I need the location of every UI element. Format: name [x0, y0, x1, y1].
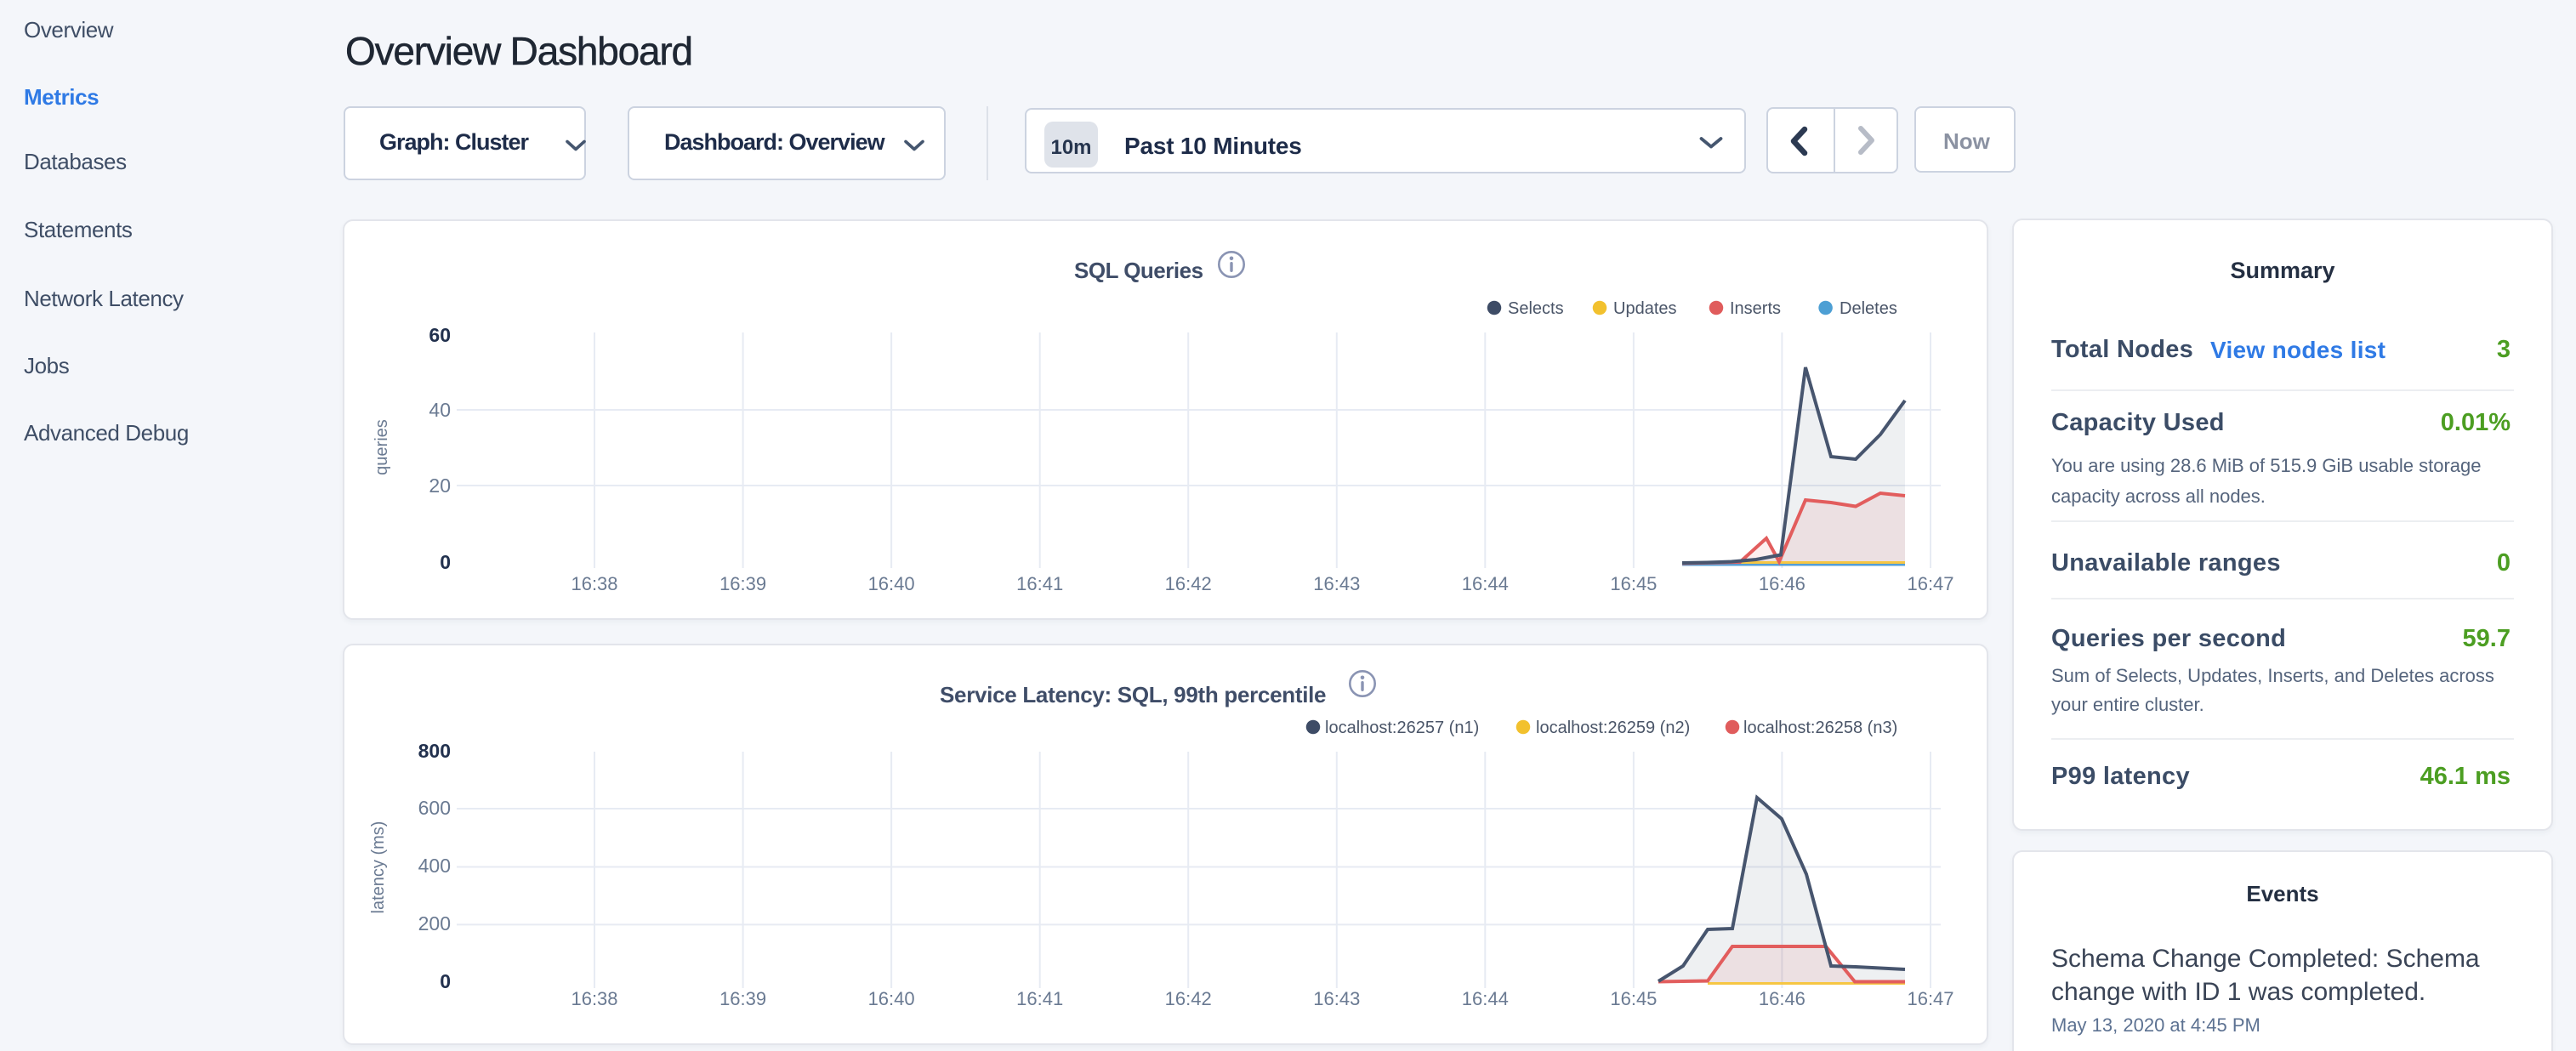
svg-text:Deletes: Deletes — [1840, 299, 1897, 318]
svg-text:16:39: 16:39 — [719, 573, 766, 594]
svg-text:16:43: 16:43 — [1313, 573, 1360, 594]
svg-text:Inserts: Inserts — [1730, 299, 1781, 318]
svg-text:800: 800 — [418, 740, 451, 762]
svg-text:16:44: 16:44 — [1462, 573, 1509, 594]
svg-text:Updates: Updates — [1613, 299, 1677, 318]
svg-text:400: 400 — [418, 855, 451, 877]
svg-text:Selects: Selects — [1508, 299, 1564, 318]
svg-text:200: 200 — [418, 912, 451, 935]
svg-text:16:40: 16:40 — [868, 988, 915, 1009]
svg-text:16:41: 16:41 — [1016, 573, 1063, 594]
svg-text:16:43: 16:43 — [1313, 988, 1360, 1009]
svg-text:16:41: 16:41 — [1016, 988, 1063, 1009]
svg-text:16:38: 16:38 — [571, 573, 617, 594]
svg-text:0: 0 — [440, 970, 451, 992]
svg-text:16:39: 16:39 — [719, 988, 766, 1009]
svg-text:16:42: 16:42 — [1165, 573, 1212, 594]
svg-text:600: 600 — [418, 797, 451, 819]
svg-text:latency (ms): latency (ms) — [369, 821, 388, 914]
svg-text:localhost:26257 (n1): localhost:26257 (n1) — [1325, 719, 1479, 737]
svg-text:16:46: 16:46 — [1759, 988, 1805, 1009]
svg-text:localhost:26259 (n2): localhost:26259 (n2) — [1536, 719, 1690, 737]
svg-text:16:47: 16:47 — [1907, 573, 1953, 594]
svg-text:localhost:26258 (n3): localhost:26258 (n3) — [1743, 719, 1897, 737]
svg-text:16:45: 16:45 — [1610, 573, 1657, 594]
svg-text:16:38: 16:38 — [571, 988, 617, 1009]
svg-text:queries: queries — [372, 419, 391, 475]
svg-text:0: 0 — [440, 551, 451, 573]
svg-text:40: 40 — [429, 399, 451, 421]
svg-text:16:42: 16:42 — [1165, 988, 1212, 1009]
svg-text:16:47: 16:47 — [1907, 988, 1953, 1009]
svg-text:16:44: 16:44 — [1462, 988, 1509, 1009]
svg-text:16:40: 16:40 — [868, 573, 915, 594]
svg-text:20: 20 — [429, 474, 451, 497]
svg-text:60: 60 — [429, 324, 451, 346]
svg-text:16:45: 16:45 — [1610, 988, 1657, 1009]
svg-text:16:46: 16:46 — [1759, 573, 1805, 594]
